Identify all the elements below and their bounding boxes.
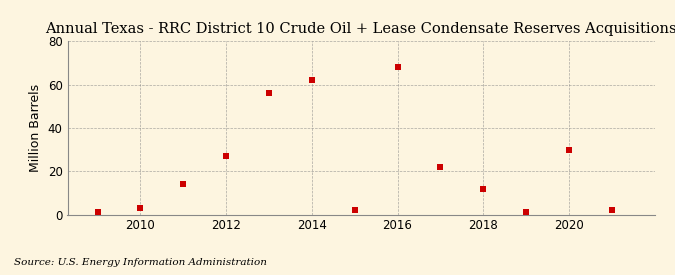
Point — [478, 186, 489, 191]
Point — [435, 165, 446, 169]
Title: Annual Texas - RRC District 10 Crude Oil + Lease Condensate Reserves Acquisition: Annual Texas - RRC District 10 Crude Oil… — [45, 22, 675, 36]
Point — [349, 208, 360, 212]
Point — [520, 210, 531, 214]
Point — [306, 78, 317, 82]
Point — [178, 182, 188, 186]
Y-axis label: Million Barrels: Million Barrels — [29, 84, 43, 172]
Point — [606, 208, 617, 212]
Point — [135, 206, 146, 210]
Text: Source: U.S. Energy Information Administration: Source: U.S. Energy Information Administ… — [14, 258, 267, 267]
Point — [392, 65, 403, 70]
Point — [263, 91, 274, 95]
Point — [564, 147, 574, 152]
Point — [221, 154, 232, 158]
Point — [92, 210, 103, 214]
